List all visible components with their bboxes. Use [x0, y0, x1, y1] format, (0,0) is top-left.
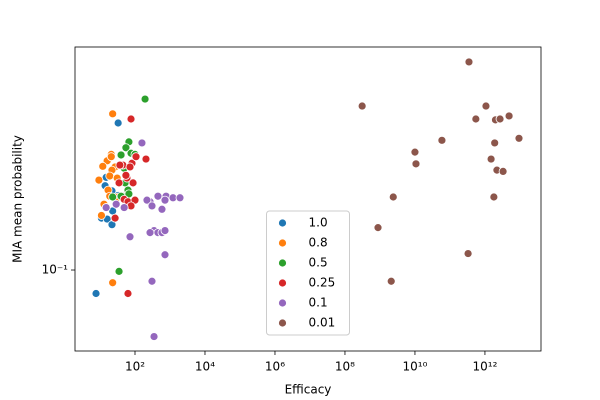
point: [108, 109, 118, 119]
point: [373, 223, 383, 233]
point: [437, 135, 447, 145]
point: [128, 178, 138, 188]
point: [471, 114, 481, 124]
plot-frame: [74, 46, 542, 352]
point: [357, 101, 367, 111]
point: [123, 289, 133, 298]
legend-label: 0.01: [309, 316, 336, 330]
point: [463, 249, 473, 258]
x-axis-label: Efficacy: [285, 383, 332, 397]
point: [175, 193, 185, 203]
legend-marker: [278, 258, 287, 268]
point: [490, 138, 500, 148]
point: [111, 199, 121, 209]
point: [486, 154, 496, 164]
point: [105, 171, 115, 181]
legend-label: 0.8: [309, 236, 328, 250]
legend-marker: [278, 238, 287, 248]
point: [145, 228, 155, 238]
point: [91, 289, 101, 298]
point: [121, 143, 131, 153]
point: [121, 170, 131, 180]
point: [137, 138, 147, 148]
x-tick-label: 10¹²: [472, 360, 497, 374]
point: [388, 192, 398, 202]
x-tick-label: 10¹⁰: [403, 360, 428, 374]
point: [126, 114, 136, 124]
legend-marker: [278, 218, 287, 228]
point: [94, 175, 104, 185]
point: [142, 195, 152, 205]
point: [160, 195, 170, 205]
point: [108, 278, 118, 288]
point: [106, 152, 116, 162]
point: [504, 111, 514, 121]
point: [495, 114, 505, 124]
point: [101, 203, 111, 212]
legend-label: 0.25: [309, 276, 336, 290]
point: [98, 161, 108, 171]
point: [115, 160, 125, 170]
point: [125, 162, 135, 172]
x-tick-label: 10²: [125, 360, 145, 374]
point: [157, 204, 167, 214]
point: [108, 192, 118, 202]
point: [141, 154, 151, 164]
y-axis-label: MIA mean probability: [11, 135, 25, 263]
point: [114, 266, 124, 276]
point: [498, 167, 508, 176]
point: [410, 147, 420, 157]
point: [97, 211, 106, 220]
legend-label: 0.1: [309, 296, 328, 310]
point: [464, 57, 474, 67]
y-tick-label: 10⁻¹: [42, 263, 69, 277]
legend-marker: [278, 278, 287, 288]
point: [140, 94, 150, 104]
point: [119, 203, 129, 212]
legend: 1.0 0.8 0.5 0.25 0.1 0.01: [266, 210, 350, 336]
point: [110, 213, 120, 223]
legend-label: 0.5: [309, 256, 328, 270]
point: [160, 250, 170, 260]
legend-marker: [278, 298, 287, 308]
legend-box: [266, 210, 350, 336]
point: [131, 152, 141, 162]
point: [489, 192, 499, 202]
x-tick-label: 10⁶: [265, 360, 285, 374]
point: [411, 159, 421, 169]
point: [125, 232, 135, 242]
point: [114, 178, 124, 188]
point: [113, 118, 123, 128]
point: [116, 150, 126, 160]
legend-marker: [278, 318, 287, 328]
point: [481, 101, 491, 111]
point: [160, 226, 170, 236]
legend-label: 1.0: [309, 216, 328, 230]
point: [149, 332, 159, 341]
point: [514, 133, 524, 143]
x-tick-label: 10⁴: [195, 360, 215, 374]
point: [147, 201, 157, 211]
x-tick-label: 10⁸: [335, 360, 355, 374]
point: [386, 276, 396, 286]
point: [147, 276, 157, 286]
